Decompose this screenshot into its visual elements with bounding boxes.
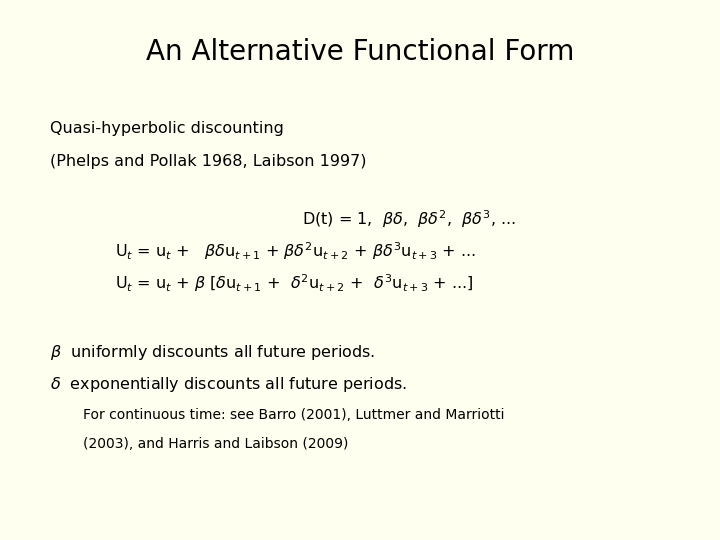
Text: (2003), and Harris and Laibson (2009): (2003), and Harris and Laibson (2009)	[83, 437, 348, 451]
Text: D(t) = 1,  $\beta\delta$,  $\beta\delta^2$,  $\beta\delta^3$, ...: D(t) = 1, $\beta\delta$, $\beta\delta^2$…	[302, 208, 516, 230]
Text: $\delta$  exponentially discounts all future periods.: $\delta$ exponentially discounts all fut…	[50, 375, 408, 394]
Text: U$_t$ = u$_t$ + $\beta$ [$\delta$u$_{t+1}$ +  $\delta^2$u$_{t+2}$ +  $\delta^3$u: U$_t$ = u$_t$ + $\beta$ [$\delta$u$_{t+1…	[115, 273, 474, 294]
Text: (Phelps and Pollak 1968, Laibson 1997): (Phelps and Pollak 1968, Laibson 1997)	[50, 154, 367, 169]
Text: U$_t$ = u$_t$ +   $\beta\delta$u$_{t+1}$ + $\beta\delta^2$u$_{t+2}$ + $\beta\del: U$_t$ = u$_t$ + $\beta\delta$u$_{t+1}$ +…	[115, 240, 476, 262]
Text: Quasi-hyperbolic discounting: Quasi-hyperbolic discounting	[50, 122, 284, 137]
Text: $\beta$  uniformly discounts all future periods.: $\beta$ uniformly discounts all future p…	[50, 343, 376, 362]
Text: For continuous time: see Barro (2001), Luttmer and Marriotti: For continuous time: see Barro (2001), L…	[83, 408, 504, 422]
Text: An Alternative Functional Form: An Alternative Functional Form	[146, 38, 574, 66]
